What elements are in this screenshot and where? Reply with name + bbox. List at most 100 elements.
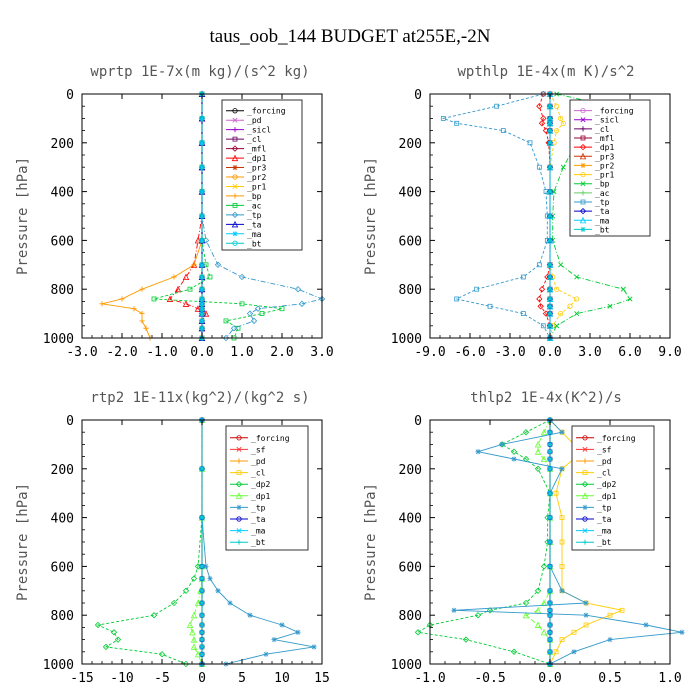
data-point — [190, 636, 198, 643]
data-point — [151, 296, 157, 302]
data-point — [171, 274, 177, 280]
data-point — [679, 629, 685, 635]
legend-label: _cl — [247, 135, 262, 144]
y-tick-label: 800 — [399, 283, 422, 298]
data-point — [547, 539, 553, 545]
legend-marker — [580, 181, 586, 187]
data-point — [143, 325, 149, 331]
legend-label: _pd — [247, 116, 262, 125]
legend: _forcing_sicl_cl_mfl_dp1_pr3_pr2_pr1_bp_… — [569, 99, 651, 237]
data-point — [451, 607, 457, 613]
legend-label: _dp1 — [595, 143, 614, 152]
legend-label: _cl — [251, 469, 266, 478]
data-point — [554, 103, 560, 109]
data-point — [298, 300, 306, 308]
legend-label: _bt — [247, 239, 262, 248]
legend-marker — [232, 117, 238, 123]
legend-marker — [236, 470, 242, 476]
data-point — [547, 115, 553, 121]
series-line — [441, 93, 551, 339]
legend-marker — [231, 154, 239, 162]
data-point — [540, 323, 546, 329]
data-point — [522, 611, 530, 619]
legend-label: _ma — [247, 230, 262, 239]
legend-marker — [581, 481, 589, 488]
series-line — [101, 94, 203, 339]
legend-marker — [232, 108, 238, 114]
data-point — [540, 115, 547, 122]
legend-marker — [236, 446, 242, 452]
data-point — [139, 286, 145, 292]
data-point — [553, 490, 559, 496]
legend-marker — [580, 135, 586, 141]
data-point — [199, 563, 205, 569]
legend-marker — [582, 446, 588, 452]
legend-label: _pr1 — [595, 171, 614, 180]
legend-marker — [582, 528, 588, 534]
y-tick-label: 800 — [51, 609, 74, 624]
data-point — [311, 644, 317, 650]
data-point — [247, 612, 253, 618]
data-point — [246, 310, 254, 317]
data-point — [540, 628, 548, 636]
data-point — [553, 649, 559, 655]
data-point — [199, 318, 205, 324]
data-point — [190, 643, 198, 650]
legend-marker — [580, 190, 586, 196]
data-point — [534, 440, 542, 448]
data-point — [94, 621, 102, 629]
data-point — [547, 213, 553, 219]
data-point — [199, 306, 205, 312]
data-point — [189, 628, 196, 636]
y-tick-label: 600 — [399, 234, 422, 249]
data-point — [547, 607, 553, 613]
data-point — [500, 128, 506, 134]
data-point — [475, 449, 481, 455]
data-point — [547, 286, 553, 292]
legend-label: _dp1 — [247, 154, 266, 163]
data-point — [554, 128, 560, 134]
legend-marker — [232, 240, 238, 246]
data-point — [199, 311, 205, 317]
legend-label: _pr2 — [595, 161, 614, 170]
data-point — [547, 189, 553, 195]
data-point — [536, 295, 543, 303]
legend: _forcing _sf _pd _cl _dp2 _dp1 _tp _ta _ma _bt — [571, 425, 655, 551]
data-point — [547, 164, 553, 170]
data-point — [558, 262, 564, 268]
data-point — [199, 286, 205, 292]
data-point — [462, 636, 470, 643]
legend-marker — [236, 458, 242, 464]
y-tick-label: 0 — [414, 414, 422, 429]
legend-marker — [232, 202, 238, 208]
data-point — [554, 323, 560, 329]
data-point — [194, 599, 202, 606]
data-point — [571, 629, 577, 635]
data-point — [199, 622, 205, 628]
legend-marker — [582, 470, 588, 476]
data-point — [536, 164, 542, 170]
x-tick-label: -1.0 — [146, 345, 177, 360]
data-point — [486, 607, 494, 614]
data-point — [199, 301, 205, 307]
data-point — [119, 296, 125, 302]
legend-marker — [236, 504, 242, 510]
chart-title: thlp2 1E-4x(K^2)/s — [470, 390, 622, 406]
legend-marker — [232, 174, 238, 180]
legend-label: _ac — [247, 201, 262, 210]
data-point — [547, 262, 553, 268]
y-tick-label: 400 — [399, 512, 422, 527]
data-point — [207, 274, 213, 280]
y-tick-label: 0 — [66, 414, 74, 429]
panels: wprtp 1E-7x(m kg)/(s^2 kg) Pressure [hPa]… — [15, 64, 685, 686]
data-point — [547, 140, 553, 146]
legend-marker — [231, 145, 239, 152]
data-point — [537, 303, 544, 310]
legend-marker — [582, 516, 588, 522]
data-point — [538, 286, 546, 293]
data-point — [199, 637, 205, 643]
data-point — [522, 599, 530, 607]
data-point — [139, 311, 145, 317]
data-point — [139, 318, 145, 324]
